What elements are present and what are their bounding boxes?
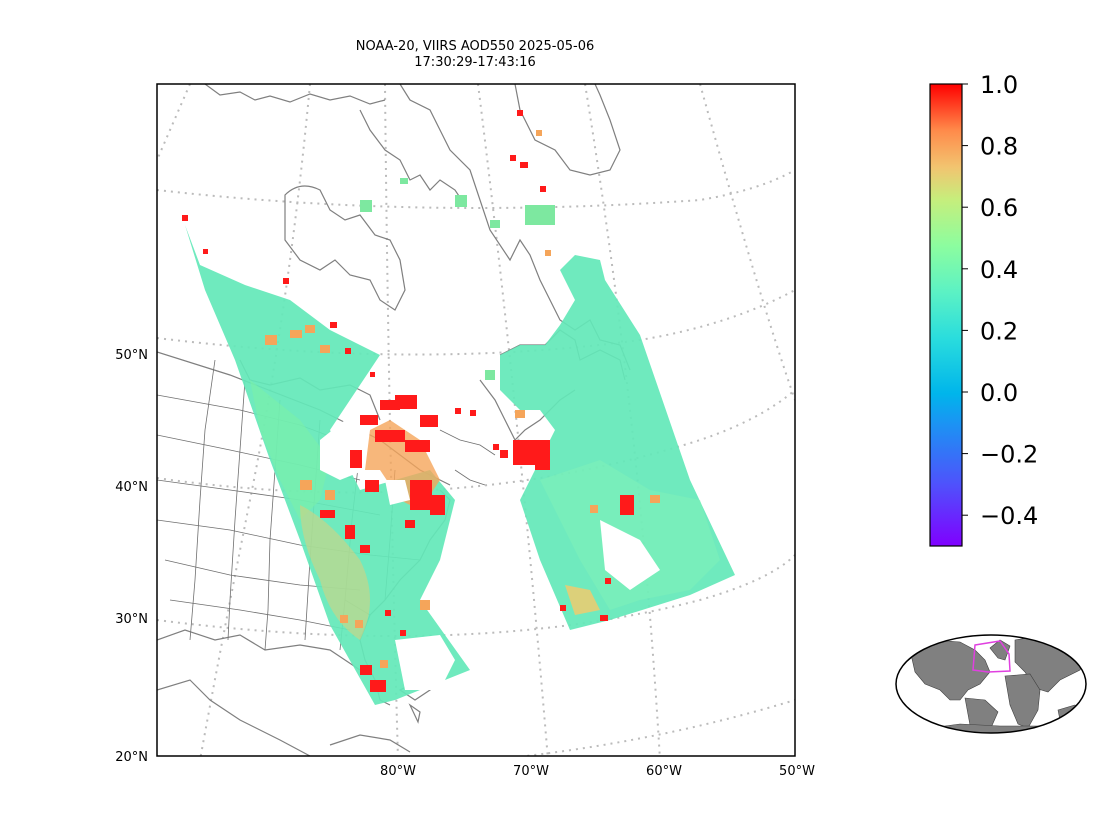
aod-swath-west xyxy=(182,215,499,705)
colorbar-tick-label: −0.2 xyxy=(980,441,1038,469)
lon-label-80w: 80°W xyxy=(380,764,416,779)
colorbar-tick-label: 0.0 xyxy=(980,379,1018,407)
lat-label-40n: 40°N xyxy=(115,480,148,495)
colorbar-ticks: 1.0 0.8 0.6 0.4 0.2 0.0 −0.2 −0.4 xyxy=(962,71,1038,530)
map-area xyxy=(157,84,795,756)
colorbar-tick-label: 0.2 xyxy=(980,317,1018,345)
mid-aod-spots-east xyxy=(515,130,660,513)
colorbar-tick-label: 0.4 xyxy=(980,256,1018,284)
inset-globe xyxy=(895,634,1087,734)
colorbar-bar xyxy=(929,83,963,547)
mid-aod-spots-west xyxy=(265,325,430,668)
figure-title-line2: 17:30:29-17:43:16 xyxy=(414,55,536,70)
aod-swath-east xyxy=(360,110,735,630)
map-frame xyxy=(156,83,796,757)
lon-label-50w: 50°W xyxy=(779,764,815,779)
colorbar-tick-label: 1.0 xyxy=(980,71,1018,99)
figure-title-line1: NOAA-20, VIIRS AOD550 2025-05-06 xyxy=(355,39,595,54)
high-aod-spots-west xyxy=(182,215,499,692)
lat-label-20n: 20°N xyxy=(115,750,148,765)
colorbar-tick-label: 0.6 xyxy=(980,194,1018,222)
lon-label-60w: 60°W xyxy=(646,764,682,779)
inset-domain-box xyxy=(972,640,1011,673)
lat-label-30n: 30°N xyxy=(115,612,148,627)
colorbar-tick-label: −0.4 xyxy=(980,502,1038,530)
colorbar: 1.0 0.8 0.6 0.4 0.2 0.0 −0.2 −0.4 xyxy=(929,71,1038,547)
lon-label-70w: 70°W xyxy=(513,764,549,779)
colorbar-tick-label: 0.8 xyxy=(980,133,1018,161)
lat-label-50n: 50°N xyxy=(115,348,148,363)
scattered-low-aod-east xyxy=(360,178,555,380)
high-aod-spots-east xyxy=(500,110,634,621)
